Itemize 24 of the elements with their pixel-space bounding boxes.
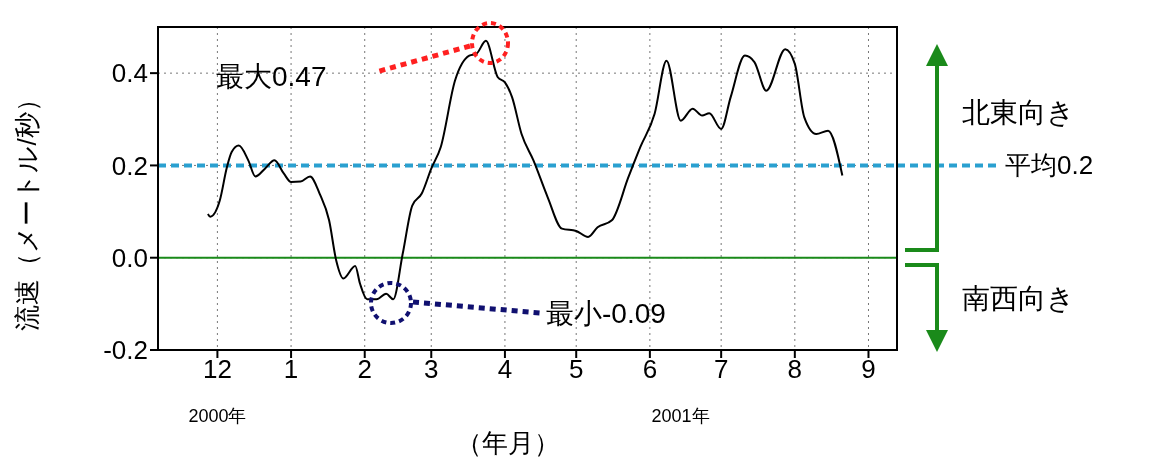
y-tick-label: 0.4 xyxy=(111,58,148,89)
text: 2001年 xyxy=(651,406,710,426)
annotation: 最大0.47 xyxy=(216,61,327,92)
text: 北東向き xyxy=(962,97,1075,128)
x-axis-title: （年月） xyxy=(455,428,560,458)
x-tick-label: 9 xyxy=(861,354,876,385)
y-tick-label: -0.2 xyxy=(103,335,148,366)
text: 2000年 xyxy=(188,406,247,426)
ref-line-label: 平均0.2 xyxy=(1005,150,1094,181)
x-tick-label: 8 xyxy=(787,354,803,385)
y-tick-label: 0.2 xyxy=(111,150,148,181)
x-tick-label: 2 xyxy=(357,354,372,385)
x-tick-label: 3 xyxy=(424,354,439,385)
text: 南西向き xyxy=(962,283,1075,314)
x-tick-label: 4 xyxy=(497,354,513,385)
y-tick-label: 0.0 xyxy=(111,242,148,273)
x-tick-label: 6 xyxy=(642,354,658,385)
x-tick-label: 7 xyxy=(713,354,729,385)
annotation: 最小-0.09 xyxy=(546,298,666,329)
x-tick-label: 12 xyxy=(202,354,232,385)
line-series xyxy=(206,39,844,301)
y-axis-title: 流速（メートル/秒） xyxy=(12,86,42,331)
x-tick-label: 5 xyxy=(568,354,584,385)
x-tick-label: 1 xyxy=(283,354,299,385)
